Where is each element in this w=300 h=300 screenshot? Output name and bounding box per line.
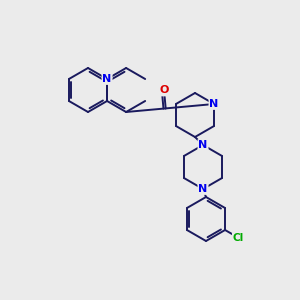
Text: O: O <box>159 85 169 95</box>
Text: N: N <box>198 140 208 150</box>
Text: N: N <box>102 74 112 84</box>
Text: Cl: Cl <box>233 233 244 243</box>
Text: N: N <box>209 99 219 109</box>
Text: N: N <box>198 184 208 194</box>
